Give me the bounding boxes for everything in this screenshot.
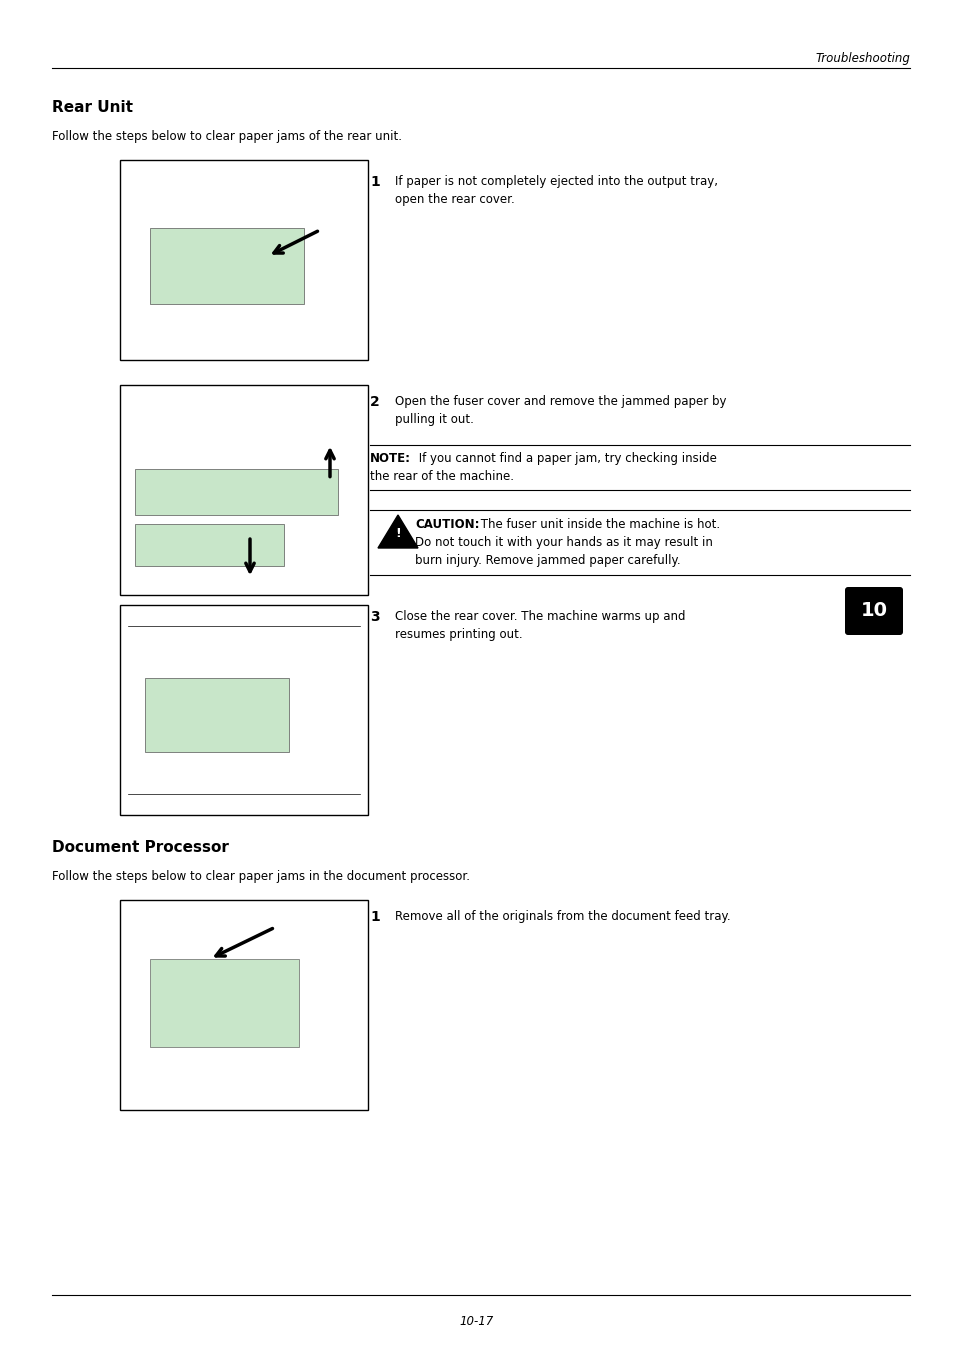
Text: pulling it out.: pulling it out. (395, 413, 474, 427)
Text: Troubleshooting: Troubleshooting (814, 53, 909, 65)
Bar (120, 605, 368, 815)
Text: Remove all of the originals from the document feed tray.: Remove all of the originals from the doc… (395, 910, 730, 923)
Text: 2: 2 (370, 396, 379, 409)
Bar (120, 385, 368, 595)
Text: resumes printing out.: resumes printing out. (395, 628, 522, 641)
Bar (150, 228, 303, 304)
Text: 10: 10 (860, 602, 886, 621)
Text: burn injury. Remove jammed paper carefully.: burn injury. Remove jammed paper careful… (415, 554, 679, 567)
Text: If you cannot find a paper jam, try checking inside: If you cannot find a paper jam, try chec… (415, 452, 716, 464)
Text: open the rear cover.: open the rear cover. (395, 193, 515, 207)
Text: Follow the steps below to clear paper jams in the document processor.: Follow the steps below to clear paper ja… (52, 869, 470, 883)
Text: The fuser unit inside the machine is hot.: The fuser unit inside the machine is hot… (476, 518, 720, 531)
Bar (135, 524, 283, 566)
Polygon shape (377, 514, 417, 548)
Text: 1: 1 (370, 176, 379, 189)
Text: Close the rear cover. The machine warms up and: Close the rear cover. The machine warms … (395, 610, 685, 622)
Text: NOTE:: NOTE: (370, 452, 411, 464)
Text: Follow the steps below to clear paper jams of the rear unit.: Follow the steps below to clear paper ja… (52, 130, 401, 143)
Text: If paper is not completely ejected into the output tray,: If paper is not completely ejected into … (395, 176, 718, 188)
Text: 1: 1 (370, 910, 379, 923)
Text: Rear Unit: Rear Unit (52, 100, 132, 115)
Text: the rear of the machine.: the rear of the machine. (370, 470, 514, 483)
Text: CAUTION:: CAUTION: (415, 518, 479, 531)
Bar (120, 900, 368, 1110)
Bar (120, 161, 368, 360)
Text: 10-17: 10-17 (459, 1315, 494, 1328)
Text: 3: 3 (370, 610, 379, 624)
Bar (150, 958, 298, 1048)
Text: Open the fuser cover and remove the jammed paper by: Open the fuser cover and remove the jamm… (395, 396, 726, 408)
FancyBboxPatch shape (844, 587, 902, 634)
Bar (135, 468, 338, 516)
Text: !: ! (395, 528, 400, 540)
Text: Document Processor: Document Processor (52, 840, 229, 855)
Bar (145, 679, 289, 752)
Text: Do not touch it with your hands as it may result in: Do not touch it with your hands as it ma… (415, 536, 712, 549)
